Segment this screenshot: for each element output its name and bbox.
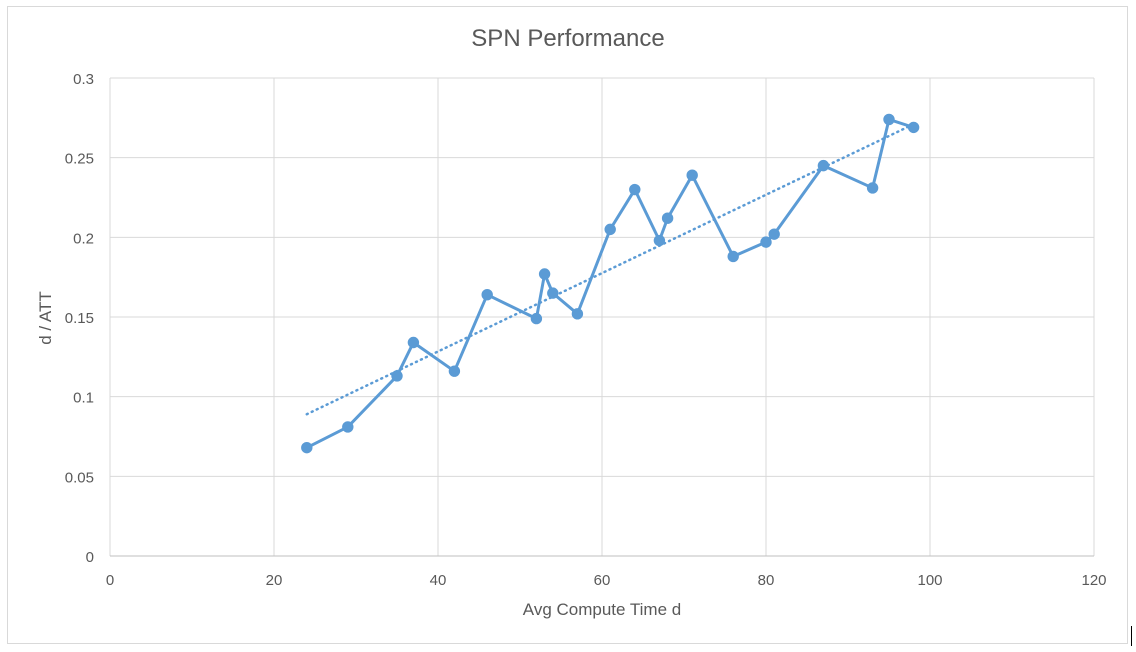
x-tick-label: 40 — [430, 572, 447, 589]
series-line — [306, 117, 915, 449]
data-point — [866, 182, 879, 194]
y-tick-label: 0.1 — [73, 390, 94, 407]
data-point — [629, 183, 641, 196]
data-point — [817, 159, 830, 172]
y-tick-label: 0.3 — [73, 71, 94, 88]
y-tick-label: 0.15 — [65, 310, 94, 327]
chart-area — [7, 6, 1128, 644]
gridlines — [109, 77, 1095, 556]
y-tick-label: 0.2 — [73, 230, 94, 247]
data-point — [686, 169, 698, 181]
tick-labels: 0 0.05 0.1 0.15 0.2 0.25 0.3 0 20 40 60 80 100 120 — [65, 71, 1107, 589]
text-cursor — [1131, 626, 1132, 646]
data-point — [653, 234, 666, 247]
data-point — [727, 250, 739, 263]
data-point — [538, 268, 551, 280]
x-tick-label: 80 — [758, 572, 775, 589]
data-series — [306, 117, 915, 449]
x-tick-label: 100 — [917, 572, 942, 589]
data-point — [760, 236, 772, 248]
x-tick-label: 120 — [1081, 572, 1106, 589]
data-point — [768, 228, 780, 240]
data-point — [481, 288, 493, 301]
data-point — [530, 312, 543, 325]
data-point — [407, 336, 420, 349]
trendline-line — [305, 122, 915, 416]
y-axis-label: d / ATT — [36, 291, 55, 345]
data-markers — [301, 113, 920, 454]
chart-title: SPN Performance — [471, 25, 664, 52]
x-tick-label: 20 — [266, 572, 283, 589]
x-tick-label: 60 — [594, 572, 611, 589]
data-point — [661, 212, 674, 224]
x-axis-label: Avg Compute Time d — [523, 600, 681, 619]
data-point — [571, 308, 584, 320]
data-point — [907, 121, 920, 134]
data-point — [448, 365, 461, 377]
y-tick-label: 0.05 — [65, 469, 94, 486]
trendline — [305, 122, 915, 416]
data-point — [547, 287, 559, 299]
y-tick-label: 0 — [86, 549, 94, 566]
data-point — [342, 421, 354, 433]
data-point — [604, 223, 616, 236]
data-point — [883, 113, 895, 126]
y-tick-label: 0.25 — [65, 151, 94, 168]
x-tick-label: 0 — [106, 572, 114, 589]
data-point — [391, 370, 403, 382]
data-point — [301, 441, 313, 454]
